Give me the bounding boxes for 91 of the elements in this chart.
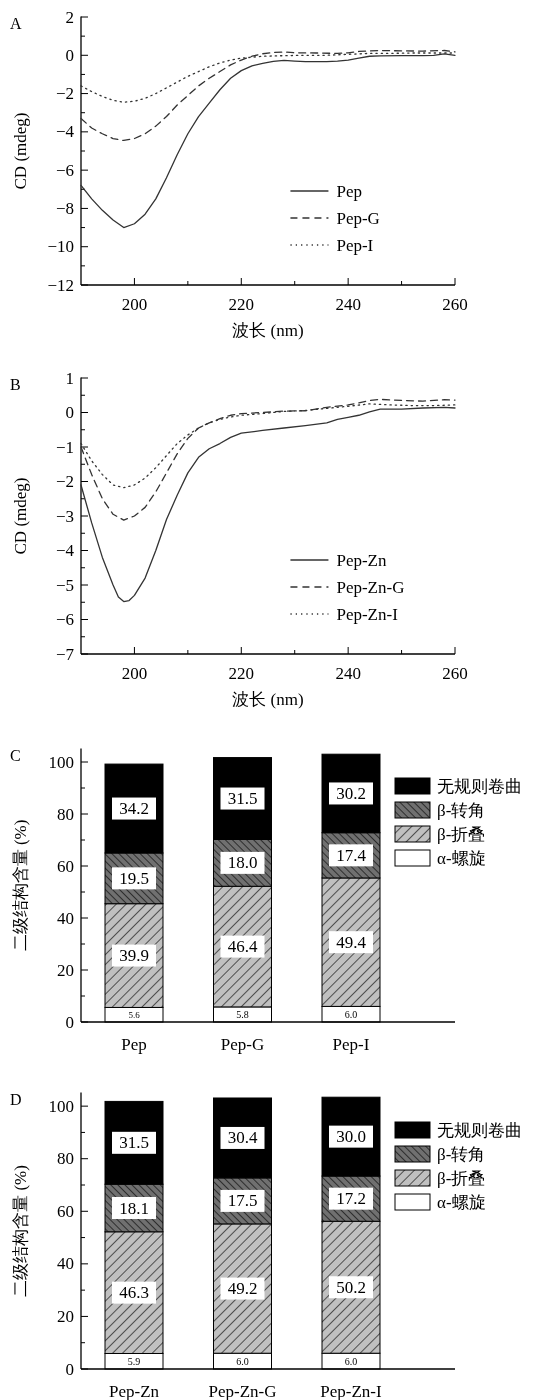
y-tick-label: 40 <box>57 1254 74 1274</box>
y-tick-label: −10 <box>47 237 74 257</box>
y-tick-label: 0 <box>65 1359 74 1379</box>
y-tick-label: 0 <box>65 403 74 422</box>
x-tick-label: Pep-Zn-G <box>208 1381 277 1400</box>
y-axis-title: CD (mdeg) <box>10 477 30 555</box>
data-label: 5.6 <box>128 1010 141 1021</box>
legend-label: Pep-Zn <box>336 550 387 570</box>
x-tick-label: 260 <box>442 294 468 314</box>
y-tick-label: −4 <box>55 122 75 142</box>
data-label: 39.9 <box>119 946 149 966</box>
y-tick-label: −8 <box>55 198 74 218</box>
x-axis-title: 波长 (nm) <box>232 320 304 340</box>
y-tick-label: −3 <box>55 506 74 526</box>
y-tick-label: −5 <box>55 575 74 595</box>
data-label: 18.1 <box>119 1198 149 1218</box>
legend-label: β-折叠 <box>437 1168 486 1188</box>
y-tick-label: 0 <box>65 1012 74 1032</box>
legend-label: Pep-G <box>336 208 380 228</box>
legend-label: Pep-Zn-I <box>336 604 399 624</box>
x-tick-label: 240 <box>335 294 361 314</box>
y-tick-label: 40 <box>57 908 74 928</box>
data-label: 30.4 <box>227 1128 258 1148</box>
y-axis-title: 二级结构含量 (%) <box>10 819 30 952</box>
data-label: 19.5 <box>119 868 149 888</box>
legend-label: β-折叠 <box>437 824 486 844</box>
legend-label: 无规则卷曲 <box>437 776 522 796</box>
y-tick-label: 100 <box>48 752 74 772</box>
data-label: 6.0 <box>236 1356 249 1368</box>
y-axis-title: CD (mdeg) <box>10 112 30 190</box>
legend-label: Pep <box>336 181 362 201</box>
y-axis-title: 二级结构含量 (%) <box>10 1165 30 1297</box>
x-tick-label: Pep-I <box>332 1034 370 1054</box>
x-axis-title: 波长 (nm) <box>232 689 304 709</box>
data-label: 31.5 <box>119 1133 149 1153</box>
x-tick-label: 200 <box>121 663 148 683</box>
data-label: 17.5 <box>227 1191 258 1211</box>
x-tick-label: 260 <box>442 663 468 683</box>
chart-title: B <box>10 375 21 393</box>
y-tick-label: 20 <box>57 1306 74 1326</box>
legend-label: α-螺旋 <box>437 1192 486 1212</box>
y-tick-label: 60 <box>57 856 74 876</box>
chart-title: C <box>10 746 21 764</box>
data-label: 49.4 <box>336 932 367 952</box>
legend-label: α-螺旋 <box>437 848 486 868</box>
legend-label: 无规则卷曲 <box>437 1120 522 1140</box>
y-tick-label: −7 <box>55 644 75 664</box>
y-tick-label: −2 <box>55 472 74 491</box>
legend-label: β-转角 <box>437 800 486 820</box>
legend-label: Pep-I <box>336 235 374 255</box>
y-tick-label: −2 <box>55 84 74 104</box>
data-label: 6.0 <box>344 1356 358 1368</box>
legend-label: Pep-Zn-G <box>336 577 405 597</box>
data-label: 46.3 <box>119 1283 149 1303</box>
data-label: 46.4 <box>227 937 258 957</box>
y-tick-label: 100 <box>48 1096 74 1116</box>
chart-title: A <box>10 14 22 32</box>
x-tick-label: 220 <box>228 663 255 683</box>
x-tick-label: Pep <box>121 1034 147 1054</box>
y-tick-label: 2 <box>65 7 74 27</box>
data-label: 6.0 <box>344 1009 358 1021</box>
data-label: 5.9 <box>127 1356 141 1368</box>
y-tick-label: 20 <box>57 960 74 980</box>
data-label: 17.2 <box>336 1189 366 1209</box>
data-label: 30.0 <box>336 1127 366 1147</box>
data-label: 18.0 <box>227 853 258 873</box>
y-tick-label: −6 <box>55 610 74 629</box>
y-tick-label: 80 <box>57 804 74 824</box>
x-tick-label: 200 <box>121 294 148 314</box>
data-label: 34.2 <box>119 799 149 819</box>
y-tick-label: 1 <box>65 368 74 388</box>
y-tick-label: −4 <box>55 541 75 560</box>
y-tick-label: 80 <box>57 1149 74 1169</box>
data-label: 50.2 <box>336 1277 366 1297</box>
y-tick-label: −6 <box>55 160 74 180</box>
y-tick-label: 0 <box>65 45 74 65</box>
x-tick-label: 240 <box>335 663 361 683</box>
x-tick-label: Pep-Zn <box>108 1381 160 1400</box>
x-tick-label: Pep-Zn-I <box>320 1381 383 1400</box>
chart-title: D <box>10 1090 22 1108</box>
data-label: 30.2 <box>336 783 366 803</box>
data-label: 31.5 <box>227 789 258 809</box>
data-label: 49.2 <box>227 1279 258 1299</box>
x-tick-label: Pep-G <box>220 1034 265 1054</box>
data-label: 17.4 <box>336 845 367 865</box>
y-tick-label: 60 <box>57 1201 74 1221</box>
y-tick-label: −12 <box>47 275 74 295</box>
x-tick-label: 220 <box>228 294 255 314</box>
legend-label: β-转角 <box>437 1144 486 1164</box>
data-label: 5.8 <box>236 1009 249 1021</box>
y-tick-label: −1 <box>55 437 74 457</box>
